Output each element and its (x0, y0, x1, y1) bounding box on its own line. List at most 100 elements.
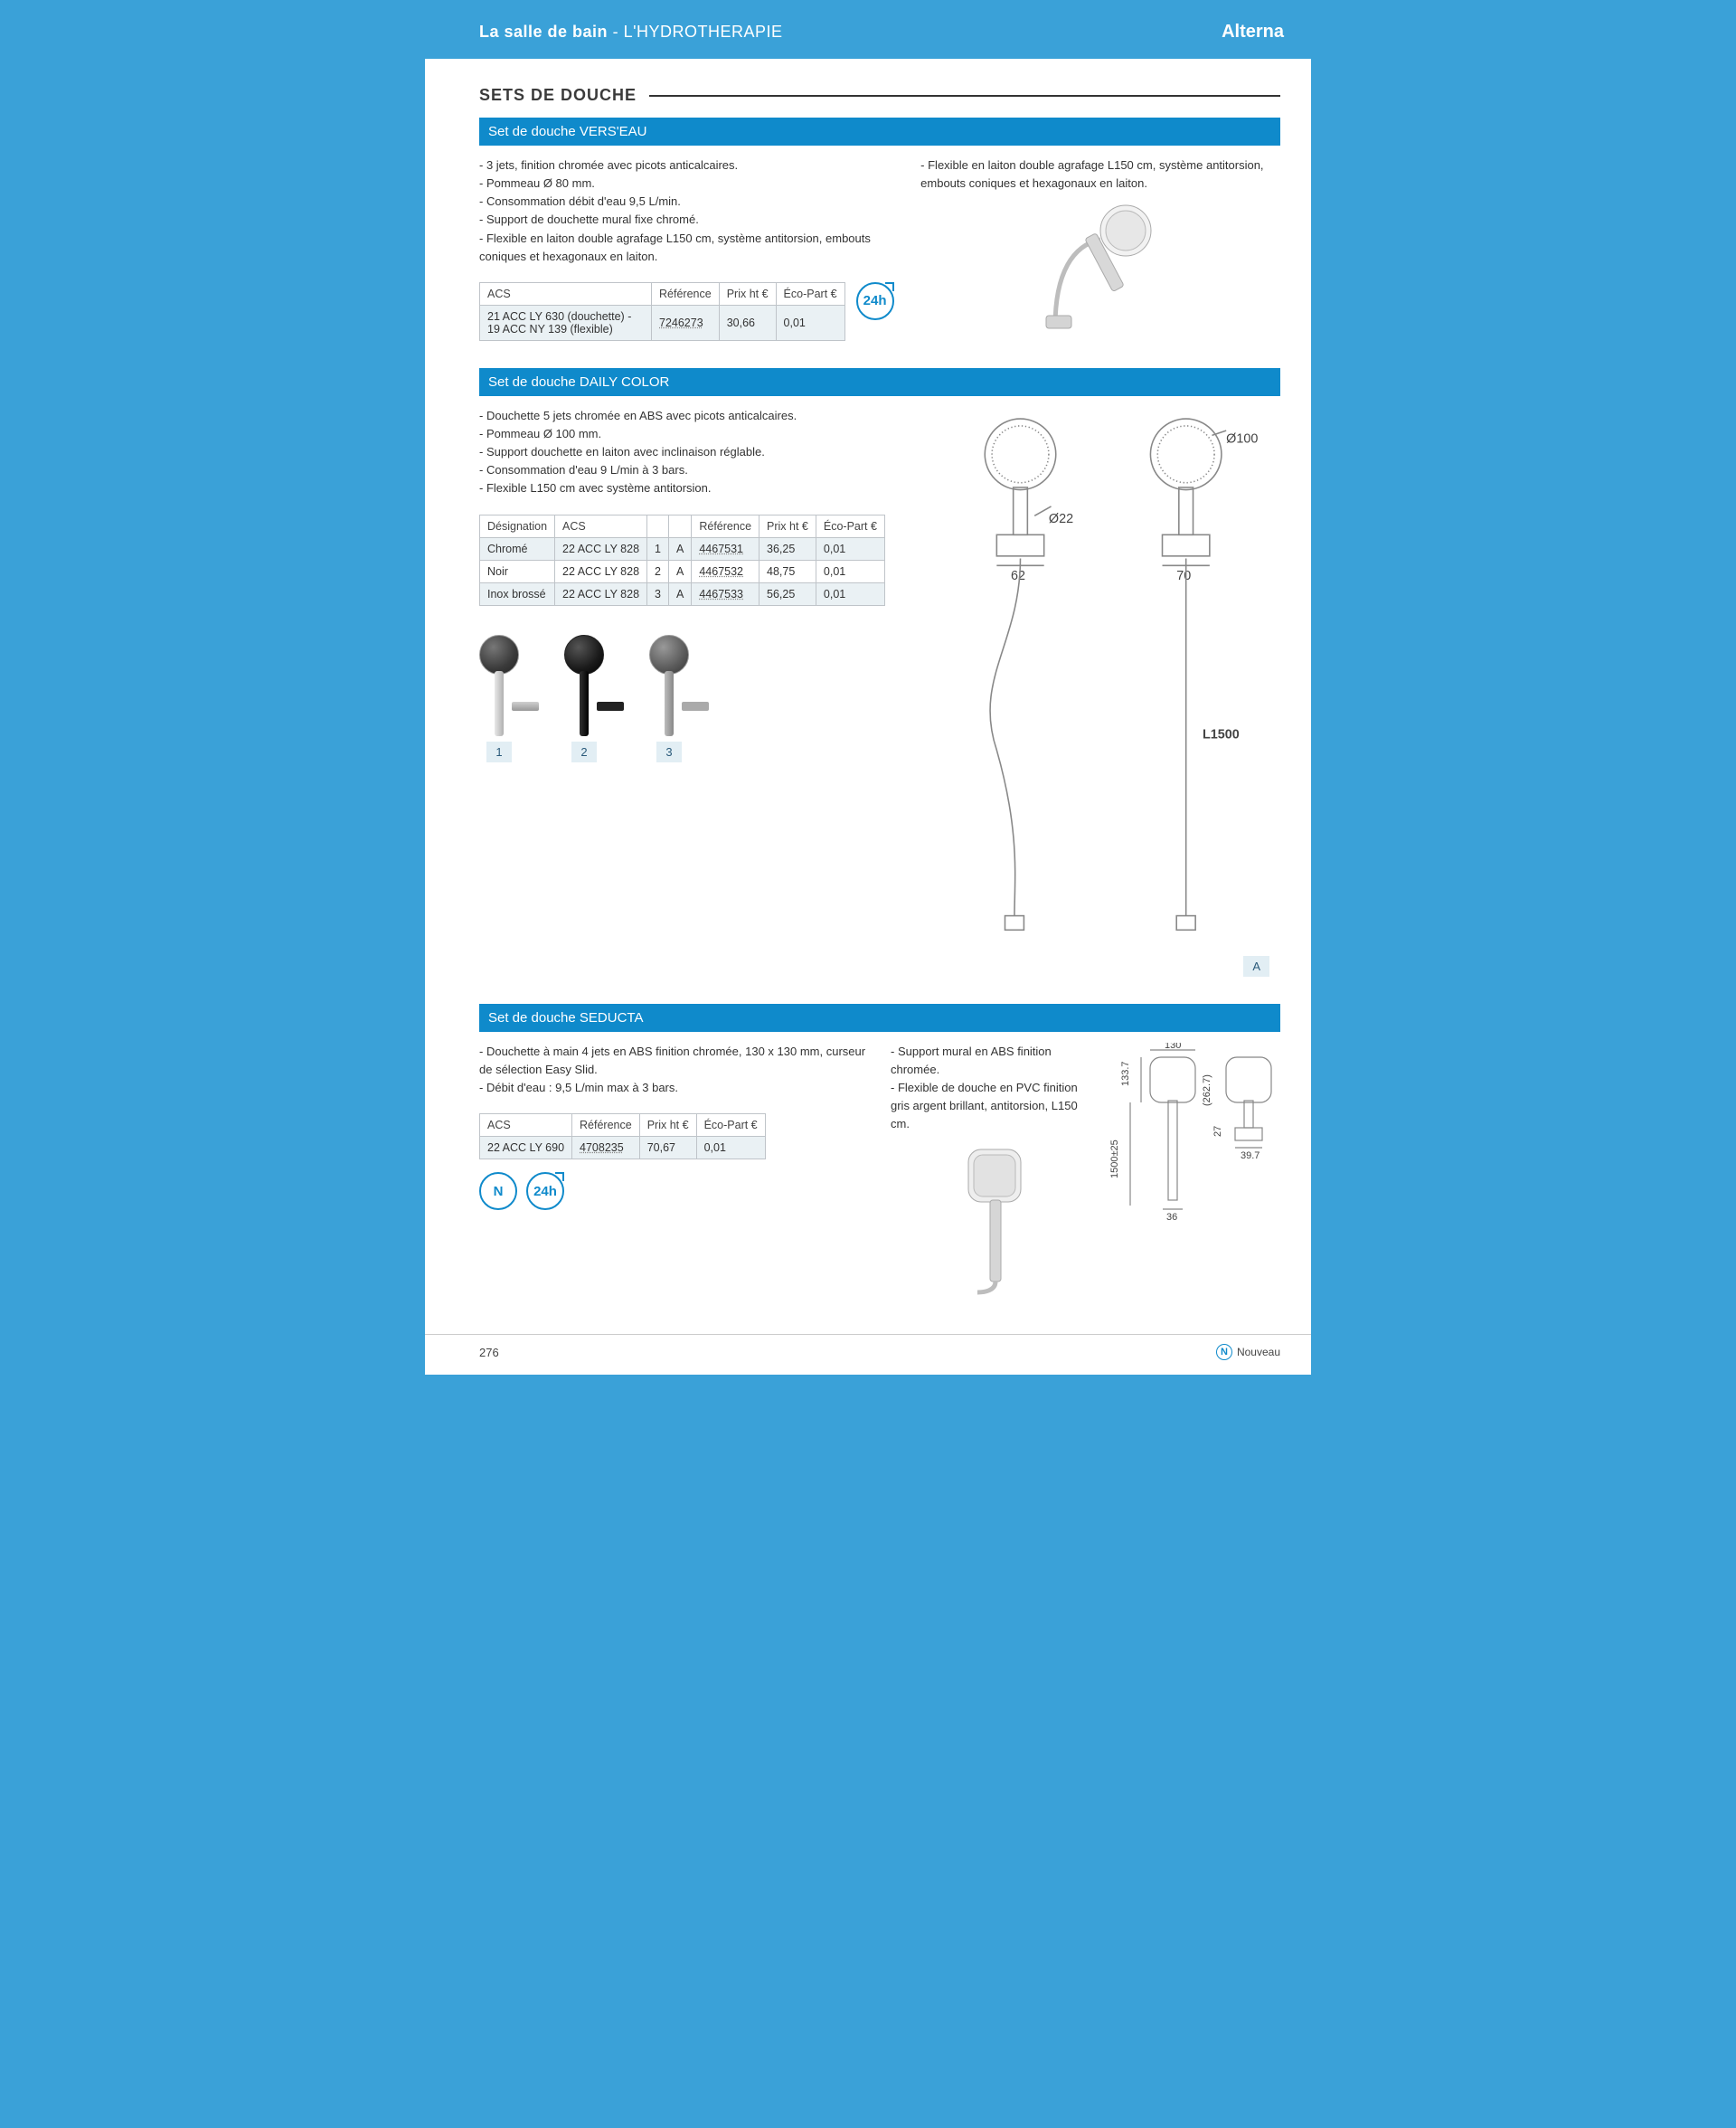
list-item: Douchette à main 4 jets en ABS finition … (479, 1043, 869, 1079)
arrow-icon (555, 1172, 564, 1181)
list-item: Support mural en ABS finition chromée. (891, 1043, 1092, 1079)
list-item: Douchette 5 jets chromée en ABS avec pic… (479, 407, 928, 425)
feature-list-right: Support mural en ABS finition chromée. F… (891, 1043, 1092, 1134)
col-header: Référence (572, 1114, 640, 1137)
block-seducta: Set de douche SEDUCTA Douchette à main 4… (479, 1004, 1280, 1297)
col-header: ACS (480, 1114, 572, 1137)
cell: A (669, 560, 692, 582)
svg-text:Ø22: Ø22 (1049, 512, 1073, 526)
cell: 70,67 (639, 1137, 696, 1159)
col-header: Désignation (480, 515, 555, 537)
showerhead-icon (479, 635, 519, 736)
col-header: Prix ht € (719, 282, 776, 305)
list-item: Flexible en laiton double agrafage L150 … (479, 230, 899, 266)
cell: 2 (647, 560, 669, 582)
product-image (891, 1142, 1092, 1296)
list-item: 3 jets, finition chromée avec picots ant… (479, 156, 899, 175)
col-header: Éco-Part € (816, 515, 884, 537)
col-header: ACS (555, 515, 647, 537)
category: La salle de bain (479, 23, 608, 41)
variant-1: 1 (479, 635, 519, 762)
cell-eco: 0,01 (776, 305, 844, 340)
badge-row: N 24h (479, 1172, 869, 1210)
svg-text:39.7: 39.7 (1241, 1150, 1260, 1161)
list-item: Flexible en laiton double agrafage L150 … (920, 156, 1280, 193)
badge-new-icon: N (479, 1172, 517, 1210)
list-item: Flexible L150 cm avec système antitorsio… (479, 479, 928, 497)
cell-acs: 21 ACC LY 630 (douchette) - 19 ACC NY 13… (480, 305, 652, 340)
table-row: Noir 22 ACC LY 828 2 A 4467532 48,75 0,0… (480, 560, 885, 582)
technical-diagram: 62 Ø22 70 Ø100 (949, 407, 1280, 951)
cell: 0,01 (816, 537, 884, 560)
catalog-page: La salle de bain - L'HYDROTHERAPIE Alter… (425, 0, 1311, 1375)
col-header: Éco-Part € (696, 1114, 765, 1137)
nouveau-legend: N Nouveau (1216, 1344, 1280, 1360)
svg-text:133.7: 133.7 (1120, 1061, 1131, 1086)
svg-text:36: 36 (1166, 1212, 1177, 1223)
table-row: 22 ACC LY 690 4708235 70,67 0,01 (480, 1137, 766, 1159)
col-header: Référence (652, 282, 720, 305)
cell: 22 ACC LY 690 (480, 1137, 572, 1159)
brand-logo: Alterna (1222, 22, 1284, 43)
svg-text:1500±25: 1500±25 (1109, 1140, 1120, 1178)
cell: A (669, 582, 692, 605)
new-icon: N (1216, 1344, 1232, 1360)
cell: Chromé (480, 537, 555, 560)
svg-text:L1500: L1500 (1203, 727, 1240, 742)
list-item: Pommeau Ø 80 mm. (479, 175, 899, 193)
table-row: Inox brossé 22 ACC LY 828 3 A 4467533 56… (480, 582, 885, 605)
feature-list: Douchette 5 jets chromée en ABS avec pic… (479, 407, 928, 498)
feature-list-left: 3 jets, finition chromée avec picots ant… (479, 156, 899, 266)
product-image (920, 200, 1280, 336)
nouveau-label: Nouveau (1237, 1346, 1280, 1358)
header-bar: La salle de bain - L'HYDROTHERAPIE Alter… (425, 0, 1311, 59)
list-item: Consommation d'eau 9 L/min à 3 bars. (479, 461, 928, 479)
list-item: Flexible de douche en PVC finition gris … (891, 1079, 1092, 1133)
col-header: Référence (692, 515, 760, 537)
cell-price: 30,66 (719, 305, 776, 340)
badge-24h-icon: 24h (526, 1172, 564, 1210)
cell: Inox brossé (480, 582, 555, 605)
variant-label: 1 (486, 742, 511, 762)
showerhead-icon (564, 635, 604, 736)
table-row: Chromé 22 ACC LY 828 1 A 4467531 36,25 0… (480, 537, 885, 560)
block-verseau: Set de douche VERS'EAU 3 jets, finition … (479, 118, 1280, 341)
block-title: Set de douche VERS'EAU (479, 118, 1280, 146)
cell-ref: 7246273 (652, 305, 720, 340)
col-header: Prix ht € (639, 1114, 696, 1137)
feature-list-right: Flexible en laiton double agrafage L150 … (920, 156, 1280, 193)
cell: 1 (647, 537, 669, 560)
col-header: Prix ht € (760, 515, 816, 537)
section-title: SETS DE DOUCHE (479, 86, 637, 105)
cell: 36,25 (760, 537, 816, 560)
cell: Noir (480, 560, 555, 582)
cell: 48,75 (760, 560, 816, 582)
price-table: ACS Référence Prix ht € Éco-Part € 22 AC… (479, 1113, 766, 1159)
breadcrumb: La salle de bain - L'HYDROTHERAPIE (479, 23, 783, 42)
cell: 0,01 (816, 560, 884, 582)
variant-label: 3 (656, 742, 681, 762)
section-rule (649, 95, 1280, 97)
feature-list-left: Douchette à main 4 jets en ABS finition … (479, 1043, 869, 1097)
badge-new-label: N (494, 1184, 504, 1199)
cell: 0,01 (816, 582, 884, 605)
badge-24h-icon: 24h (856, 282, 894, 320)
list-item: Pommeau Ø 100 mm. (479, 425, 928, 443)
badge-24h-label: 24h (533, 1184, 557, 1199)
col-header (669, 515, 692, 537)
svg-text:27: 27 (1212, 1125, 1223, 1136)
list-item: Support douchette en laiton avec inclina… (479, 443, 928, 461)
svg-text:(262.7): (262.7) (1202, 1074, 1212, 1106)
technical-diagram: 130 133.7 1500±25 36 (1109, 1043, 1280, 1224)
variant-3: 3 (649, 635, 689, 762)
cell: 22 ACC LY 828 (555, 560, 647, 582)
col-header: Éco-Part € (776, 282, 844, 305)
separator: - (613, 23, 624, 41)
page-number: 276 (479, 1346, 499, 1359)
cell: 56,25 (760, 582, 816, 605)
subcategory: L'HYDROTHERAPIE (624, 23, 783, 41)
svg-text:70: 70 (1176, 569, 1191, 583)
variant-label: 2 (571, 742, 596, 762)
variant-row: 1 2 (479, 635, 928, 762)
block-title: Set de douche SEDUCTA (479, 1004, 1280, 1032)
